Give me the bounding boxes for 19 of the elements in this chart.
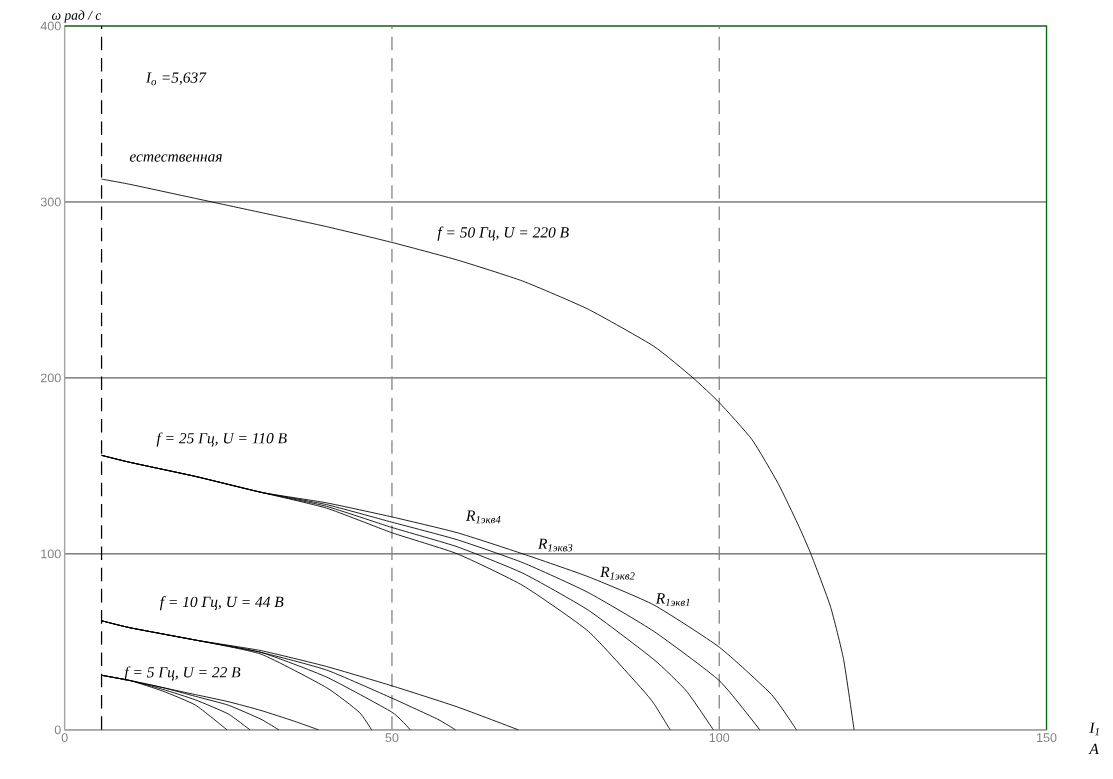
annotation: естественная (129, 154, 222, 162)
y-tick-label: 200 (40, 373, 61, 383)
x-tick-label: 150 (1037, 733, 1057, 743)
annotation: R$_{1экв1}$ (655, 593, 690, 606)
x-tick-label: 50 (385, 733, 399, 743)
annotation: I$_{o}$ =5,637 (145, 72, 207, 86)
x-tick-label: 0 (61, 733, 68, 743)
x-axis-title: I$_{1}$ A (1088, 722, 1099, 754)
annotation: R$_{1экв4}$ (465, 510, 501, 524)
y-tick-label: 400 (40, 21, 61, 31)
y-tick-label: 0 (54, 725, 61, 735)
annotation: R$_{1экв2}$ (600, 566, 635, 580)
annotation: f = 50 Гц, U = 220 В (437, 226, 569, 241)
annotation: f = 10 Гц, U = 44 В (159, 596, 284, 611)
annotation: f = 25 Гц, U = 110 В (156, 432, 287, 447)
y-tick-label: 100 (41, 549, 61, 559)
x-tick-label: 100 (709, 733, 730, 743)
annotation: R$_{1экв3}$ (537, 538, 573, 552)
y-tick-label: 300 (40, 197, 61, 207)
